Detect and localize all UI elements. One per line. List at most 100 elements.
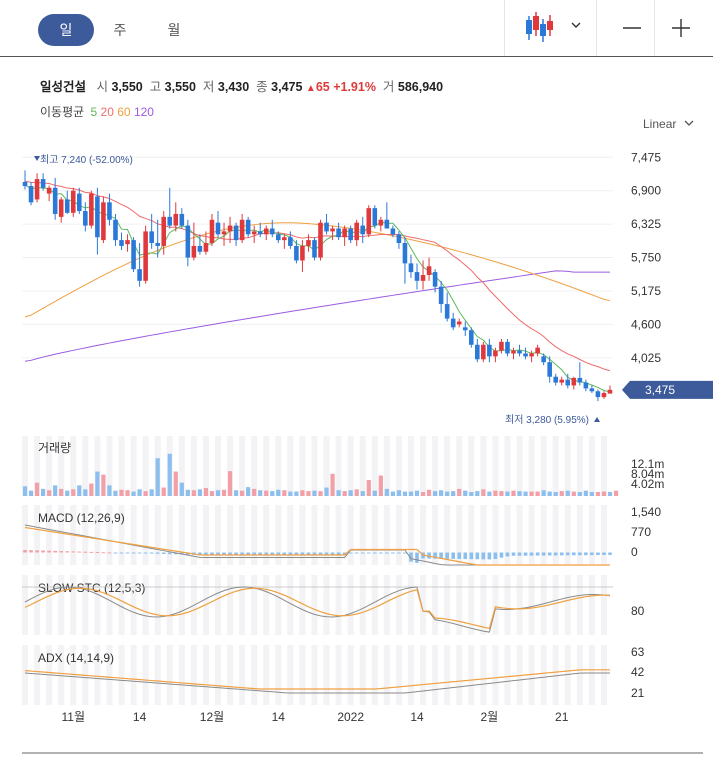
- max-price-label: 최고 7,240 (-52.00%): [40, 154, 133, 166]
- macd-histogram-bar: [101, 552, 106, 554]
- candle-body: [438, 286, 444, 305]
- stock-name: 일성건설: [40, 80, 87, 94]
- scale-selector[interactable]: Linear: [643, 117, 695, 131]
- slow-stc-stripe: [118, 575, 125, 635]
- change-percent: +1.91%: [333, 80, 376, 94]
- volume-bar: [517, 491, 522, 496]
- volume-label: 거: [382, 80, 395, 94]
- volume-stripe: [600, 436, 607, 496]
- macd-stripe: [564, 505, 571, 565]
- volume-stripe: [311, 436, 318, 496]
- price-tick-label: 5,175: [631, 284, 661, 298]
- plus-icon: [672, 19, 690, 37]
- volume-bar: [589, 492, 595, 496]
- volume-stripe: [528, 436, 535, 496]
- macd-histogram-bar: [23, 550, 27, 553]
- x-tick-label: 14: [272, 710, 286, 724]
- volume-bar: [185, 489, 190, 496]
- volume-bar: [167, 453, 172, 496]
- candle-body: [251, 231, 257, 235]
- zoom-in-button[interactable]: [654, 0, 713, 56]
- adx-stripe: [516, 645, 523, 705]
- candle-body: [173, 213, 179, 226]
- macd-histogram-bar: [143, 552, 148, 554]
- slow-stc-stripe: [202, 575, 209, 635]
- volume-bar: [173, 471, 178, 496]
- volume-stripe: [395, 436, 402, 496]
- candle-body: [336, 228, 341, 238]
- candle-body: [450, 318, 456, 328]
- candle-body: [366, 208, 372, 235]
- volume-bar: [348, 490, 353, 496]
- volume-bar: [131, 491, 136, 496]
- slow-stc-stripe: [504, 575, 511, 635]
- candle-body: [456, 321, 462, 325]
- macd-histogram-bar: [222, 552, 226, 555]
- tab-day[interactable]: 일: [38, 14, 94, 46]
- macd-histogram-bar: [385, 552, 389, 554]
- volume-stripe: [420, 436, 427, 496]
- volume-stripe: [468, 436, 475, 496]
- macd-histogram-bar: [198, 552, 202, 555]
- macd-histogram-bar: [228, 552, 232, 555]
- volume-stripe: [323, 436, 330, 496]
- adx-stripe: [444, 645, 451, 705]
- price-tick-label: 4,025: [631, 351, 661, 365]
- chart-type-button[interactable]: [504, 0, 597, 56]
- candle-body: [34, 179, 40, 200]
- macd-histogram-bar: [210, 552, 214, 555]
- x-tick-label: 2022: [337, 710, 364, 724]
- macd-stripe: [130, 505, 137, 565]
- volume-stripe: [166, 436, 173, 496]
- macd-stripe: [588, 505, 595, 565]
- volume-stripe: [142, 436, 149, 496]
- candle-body: [306, 240, 311, 246]
- slow-stc-stripe: [432, 575, 439, 635]
- high-value: 3,550: [164, 80, 196, 94]
- ma-60: 60: [117, 105, 131, 119]
- volume-bar: [288, 491, 293, 496]
- volume-bar: [143, 491, 148, 496]
- volume-bar: [252, 488, 257, 496]
- candle-body: [402, 243, 408, 264]
- adx-stripe: [600, 645, 607, 705]
- macd-histogram-bar: [584, 552, 588, 556]
- volume-bar: [71, 489, 76, 496]
- macd-stripe: [94, 505, 101, 565]
- candle-body: [432, 272, 438, 287]
- volume-bar: [553, 492, 558, 496]
- tab-month[interactable]: 월: [167, 22, 181, 38]
- macd-stripe: [420, 505, 427, 565]
- volume-bar: [583, 490, 588, 496]
- volume-bar: [475, 491, 480, 496]
- candle-body: [444, 304, 450, 319]
- slow-stc-stripe: [395, 575, 402, 635]
- candle-body: [209, 219, 215, 244]
- candle-body: [113, 219, 118, 241]
- macd-histogram-bar: [89, 551, 94, 553]
- slow-stc-stripe: [263, 575, 270, 635]
- candle-body: [294, 245, 299, 261]
- macd-histogram-bar: [240, 552, 244, 555]
- macd-histogram-bar: [264, 552, 269, 555]
- macd-stripe: [311, 505, 318, 565]
- macd-histogram-bar: [487, 552, 492, 560]
- x-tick-label: 2월: [481, 710, 499, 724]
- adx-stripe: [359, 645, 366, 705]
- macd-histogram-bar: [433, 552, 437, 559]
- volume-bar: [89, 483, 94, 496]
- slow-stc-stripe: [323, 575, 330, 635]
- slow-stc-stripe: [190, 575, 197, 635]
- macd-histogram-bar: [415, 552, 419, 563]
- macd-stripe: [504, 505, 511, 565]
- scale-label: Linear: [643, 117, 677, 131]
- candle-body: [215, 222, 221, 235]
- zoom-out-button[interactable]: [596, 0, 655, 56]
- tab-week[interactable]: 주: [113, 22, 127, 38]
- volume-bar: [282, 490, 287, 496]
- candle-body: [191, 245, 197, 258]
- candle-body: [571, 377, 577, 386]
- macd-histogram-bar: [107, 552, 112, 554]
- macd-histogram-bar: [35, 550, 39, 553]
- slow-stc-stripe: [492, 575, 499, 635]
